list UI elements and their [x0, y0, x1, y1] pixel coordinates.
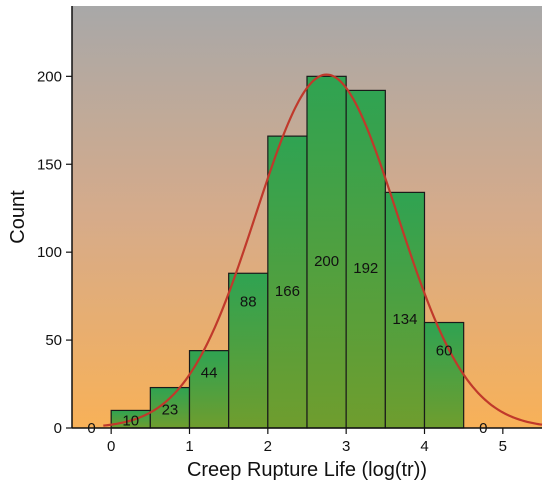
y-tick-label: 50	[45, 332, 62, 349]
bar-value-label: 23	[162, 402, 179, 419]
y-tick-label: 150	[37, 156, 62, 173]
bar-value-label: 200	[314, 253, 339, 270]
bar-value-label: 60	[436, 343, 453, 360]
x-tick-label: 0	[107, 438, 115, 455]
histogram-bar	[306, 75, 347, 429]
histogram-bar	[345, 89, 386, 429]
x-axis-title: Creep Rupture Life (log(tr))	[187, 459, 427, 481]
bar-value-label: 134	[392, 311, 417, 328]
x-tick-label: 4	[420, 438, 428, 455]
bar-value-label: 88	[240, 293, 257, 310]
x-tick-label: 2	[264, 438, 272, 455]
x-tick-label: 1	[185, 438, 193, 455]
histogram-bar	[188, 350, 230, 429]
y-tick-label: 200	[37, 68, 62, 85]
y-axis-title: Count	[7, 190, 29, 244]
bar-value-label: 166	[275, 283, 300, 300]
x-tick-label: 5	[499, 438, 507, 455]
histogram-bar	[267, 135, 308, 429]
y-tick-label: 0	[54, 420, 62, 437]
x-tick-label: 3	[342, 438, 350, 455]
histogram-bar	[384, 191, 426, 429]
bar-value-label: 192	[353, 260, 378, 277]
bar-value-label: 10	[122, 412, 139, 429]
y-tick-label: 100	[37, 244, 62, 261]
normal-fit-curve	[103, 73, 543, 427]
bar-value-label: 44	[201, 365, 218, 382]
